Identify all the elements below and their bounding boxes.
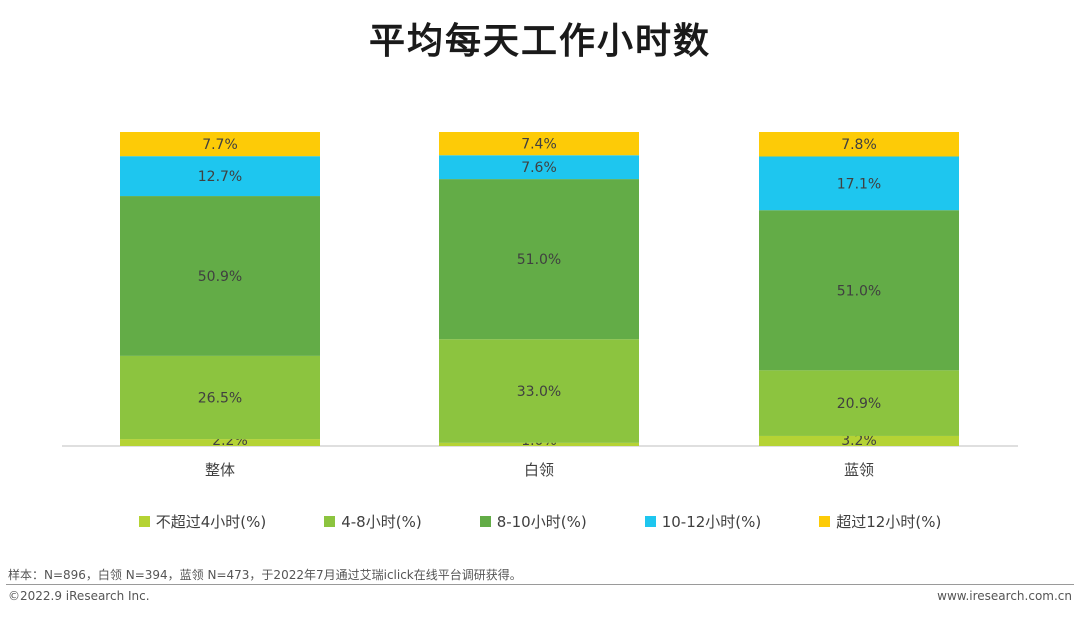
legend-label: 8-10小时(%) xyxy=(496,513,587,531)
bar-segment xyxy=(759,435,959,446)
category-label: 整体 xyxy=(205,461,235,479)
data-label: 7.4% xyxy=(521,137,557,153)
data-label: 17.1% xyxy=(837,176,881,192)
legend-item: 10-12小时(%) xyxy=(644,511,762,532)
data-label: 7.6% xyxy=(521,160,557,176)
bar-segment xyxy=(759,132,959,157)
chart-title: 平均每天工作小时数 xyxy=(368,21,711,62)
data-label: 33.0% xyxy=(517,384,561,400)
legend-label: 超过12小时(%) xyxy=(836,513,942,531)
legend-item: 超过12小时(%) xyxy=(819,511,941,532)
legend-label: 不超过4小时(%) xyxy=(155,513,267,531)
bar-segment xyxy=(439,179,639,340)
data-label: 12.7% xyxy=(198,169,242,185)
legend-swatch xyxy=(819,516,831,527)
bar-segment xyxy=(120,355,320,440)
legend-swatch xyxy=(644,516,656,527)
category-label: 白领 xyxy=(524,461,554,479)
data-label: 3.2% xyxy=(841,433,877,449)
bar-segment xyxy=(759,156,959,211)
bar-segment xyxy=(759,370,959,436)
bar-segment xyxy=(439,442,639,446)
bar-segment xyxy=(120,156,320,197)
legend-swatch xyxy=(324,516,336,527)
data-label: 51.0% xyxy=(837,283,881,299)
data-label: 20.9% xyxy=(837,396,881,412)
data-label: 7.8% xyxy=(841,137,877,153)
legend-label: 4-8小时(%) xyxy=(341,513,422,531)
legend-swatch xyxy=(479,516,491,527)
data-label: 7.7% xyxy=(202,137,238,153)
website-link[interactable]: www.iresearch.com.cn xyxy=(937,589,1072,603)
stacked-bar-chart: 2.2%26.5%50.9%12.7%7.7%整体1.0%33.0%51.0%7… xyxy=(62,132,1018,479)
copyright-text: ©2022.9 iResearch Inc. xyxy=(8,589,150,603)
legend-swatch xyxy=(138,516,150,527)
legend-label: 10-12小时(%) xyxy=(661,513,762,531)
chart-legend: 不超过4小时(%) 4-8小时(%) 8-10小时(%) 10-12小时(%) 超过12… xyxy=(0,511,1080,532)
bar-segment xyxy=(120,439,320,446)
footer-divider xyxy=(6,584,1074,585)
data-label: 51.0% xyxy=(517,252,561,268)
legend-item: 4-8小时(%) xyxy=(324,511,422,532)
bar-segment xyxy=(439,155,639,180)
bar-segment xyxy=(120,196,320,356)
category-label: 蓝领 xyxy=(844,461,874,479)
legend-item: 8-10小时(%) xyxy=(479,511,587,532)
data-label: 50.9% xyxy=(198,269,242,285)
bar-segment xyxy=(120,132,320,157)
data-label: 26.5% xyxy=(198,390,242,406)
bar-segment xyxy=(439,132,639,156)
sample-note: 样本：N=896，白领 N=394，蓝领 N=473，于2022年7月通过艾瑞i… xyxy=(8,568,522,582)
bar-segment xyxy=(759,210,959,371)
bar-segment xyxy=(439,339,639,443)
legend-item: 不超过4小时(%) xyxy=(138,511,267,532)
